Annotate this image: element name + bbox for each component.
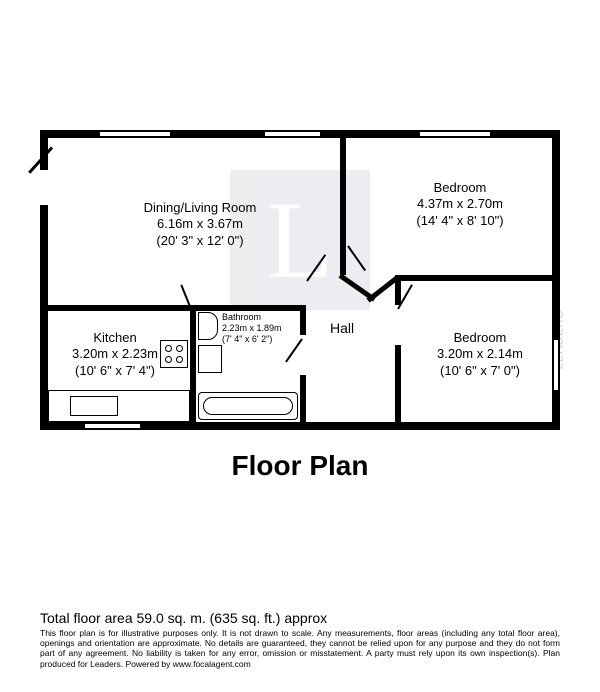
window-top-3 bbox=[420, 131, 490, 137]
label-bedroom1: Bedroom 4.37m x 2.70m (14' 4" x 8' 10") bbox=[380, 180, 540, 229]
label-living-name: Dining/Living Room bbox=[100, 200, 300, 216]
floor-plan-diagram: Dining/Living Room 6.16m x 3.67m (20' 3"… bbox=[40, 130, 560, 430]
label-kitchen-metric: 3.20m x 2.23m bbox=[55, 346, 175, 362]
label-bed2-metric: 3.20m x 2.14m bbox=[410, 346, 550, 362]
wall-living-bed-divider bbox=[340, 130, 346, 275]
label-living-imperial: (20' 3" x 12' 0") bbox=[100, 233, 300, 249]
disclaimer-text: This floor plan is for illustrative purp… bbox=[40, 628, 560, 669]
window-bottom-1 bbox=[85, 423, 140, 429]
label-bed2-imperial: (10' 6" x 7' 0") bbox=[410, 363, 550, 379]
label-bedroom2: Bedroom 3.20m x 2.14m (10' 6" x 7' 0") bbox=[410, 330, 550, 379]
label-bath-metric: 2.23m x 1.89m bbox=[222, 323, 302, 334]
plan-title: Floor Plan bbox=[0, 450, 600, 482]
kitchen-sink bbox=[70, 396, 118, 416]
label-hall: Hall bbox=[330, 320, 354, 336]
window-top-1 bbox=[100, 131, 170, 137]
window-right bbox=[553, 340, 559, 390]
door-bed1-leaf bbox=[347, 245, 366, 271]
bath-wc bbox=[198, 312, 218, 340]
wall-living-floor bbox=[40, 305, 305, 311]
window-top-2 bbox=[265, 131, 320, 137]
label-bed1-imperial: (14' 4" x 8' 10") bbox=[380, 213, 540, 229]
door-living-leaf bbox=[306, 254, 326, 281]
label-bath-name: Bathroom bbox=[222, 312, 302, 323]
bath-basin bbox=[198, 345, 222, 373]
label-bathroom: Bathroom 2.23m x 1.89m (7' 4" x 6' 2") bbox=[222, 312, 302, 344]
label-bed1-metric: 4.37m x 2.70m bbox=[380, 196, 540, 212]
label-bed1-name: Bedroom bbox=[380, 180, 540, 196]
label-kitchen: Kitchen 3.20m x 2.23m (10' 6" x 7' 4") bbox=[55, 330, 175, 379]
label-living: Dining/Living Room 6.16m x 3.67m (20' 3"… bbox=[100, 200, 300, 249]
total-area-line: Total floor area 59.0 sq. m. (635 sq. ft… bbox=[40, 610, 327, 626]
bath-tub bbox=[198, 392, 298, 420]
label-bath-imperial: (7' 4" x 6' 2") bbox=[222, 334, 302, 345]
wall-kitchen-right bbox=[190, 305, 196, 425]
wall-hall-bottom-left bbox=[300, 422, 340, 430]
label-bed2-name: Bedroom bbox=[410, 330, 550, 346]
wall-bed1-bed2-divider bbox=[395, 275, 560, 281]
label-living-metric: 6.16m x 3.67m bbox=[100, 216, 300, 232]
wall-hall-bottom-right bbox=[375, 422, 401, 430]
wall-outer-left-lower bbox=[40, 205, 48, 430]
wall-bed2-left-lower bbox=[395, 345, 401, 430]
label-kitchen-imperial: (10' 6" x 7' 4") bbox=[55, 363, 175, 379]
label-kitchen-name: Kitchen bbox=[55, 330, 175, 346]
